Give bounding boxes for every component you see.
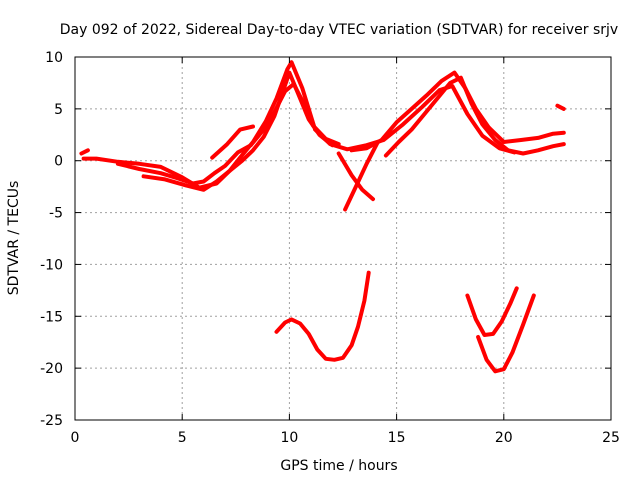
plot-frame	[74, 56, 612, 421]
y-tick-label: -20	[40, 361, 63, 377]
y-tick-label: -10	[40, 257, 63, 273]
series-arc-8	[336, 151, 375, 202]
y-tick-label: 5	[54, 102, 63, 118]
y-tick-label: -15	[40, 309, 63, 325]
chart-title: Day 092 of 2022, Sidereal Day-to-day VTE…	[60, 22, 618, 38]
x-tick-label: 15	[388, 430, 406, 446]
series-arc-5	[349, 70, 566, 153]
y-axis-label: SDTVAR / TECUs	[6, 181, 22, 296]
y-tick-label: 10	[45, 50, 63, 66]
axis-tick-labels: 0 5 10 15 20 25 10 5 0 -5 -10 -15 -20 -25	[40, 50, 620, 446]
x-tick-label: 20	[495, 430, 513, 446]
series-arc-7	[343, 141, 380, 212]
series-arc-11	[465, 286, 519, 337]
x-tick-label: 25	[602, 430, 620, 446]
x-tick-label: 0	[71, 430, 80, 446]
grid-lines	[75, 57, 611, 420]
series-arc-3	[141, 70, 335, 192]
series-arc-13	[79, 148, 90, 156]
series-arc-10	[274, 270, 371, 362]
series-arc-6	[383, 75, 566, 158]
series-arc-9	[555, 103, 566, 111]
y-tick-label: -25	[40, 413, 63, 429]
series-arc-12	[476, 293, 536, 374]
y-tick-label: 0	[54, 154, 63, 170]
data-series	[79, 60, 566, 374]
series-arc-4	[210, 124, 255, 160]
axis-ticks	[74, 56, 612, 421]
x-tick-label: 10	[280, 430, 298, 446]
y-tick-label: -5	[49, 206, 63, 222]
x-axis-label: GPS time / hours	[280, 458, 397, 474]
x-tick-label: 5	[178, 430, 187, 446]
